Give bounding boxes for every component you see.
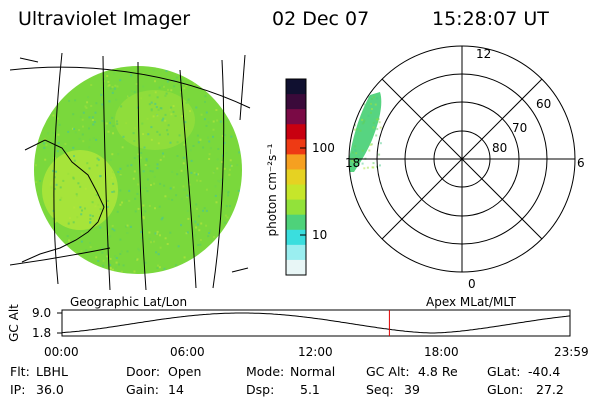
colorbar-unit-label: photon cm⁻²s⁻¹ — [265, 143, 279, 237]
lat-label-80: 80 — [492, 141, 508, 155]
alt-xtick-1200: 12:00 — [298, 345, 333, 359]
colorbar-band — [286, 184, 306, 201]
colorbar — [285, 78, 307, 276]
bright-region — [42, 150, 118, 230]
info-flt-label: Flt: — [10, 364, 30, 379]
colorbar-tick-10: 10 — [312, 228, 328, 242]
instrument-title: Ultraviolet Imager — [18, 8, 191, 30]
info-gcalt-label: GC Alt: — [366, 364, 410, 379]
info-glat-label: GLat: — [487, 364, 521, 379]
date-label: 02 Dec 07 — [272, 8, 370, 30]
parallel-line — [10, 247, 111, 266]
alt-ylabel: GC Alt — [7, 304, 21, 342]
colorbar-band — [286, 199, 306, 216]
colorbar-band — [286, 154, 306, 171]
geographic-image — [10, 52, 251, 290]
info-gain-value: 14 — [168, 382, 184, 397]
info-mode-label: Mode: — [246, 364, 285, 379]
altitude-plot — [57, 309, 571, 337]
info-gcalt-value: 4.8 Re — [418, 364, 458, 379]
mlt-label-6: 6 — [577, 156, 585, 170]
colorbar-band — [286, 139, 306, 155]
info-gain-label: Gain: — [126, 382, 159, 397]
polar-plot — [348, 45, 576, 273]
alt-xtick-1800: 18:00 — [424, 345, 459, 359]
meridian-line — [179, 69, 197, 289]
info-ip-label: IP: — [10, 382, 26, 397]
altitude-curve — [61, 312, 571, 334]
alt-xtick-0000: 00:00 — [44, 345, 79, 359]
mlt-label-18: 18 — [345, 156, 361, 170]
geographic-label: Geographic Lat/Lon — [70, 295, 188, 309]
colorbar-band — [286, 229, 306, 246]
mlt-label-0: 0 — [468, 277, 476, 291]
coastline — [231, 267, 249, 273]
alt-ytick-9: 9.0 — [32, 306, 52, 320]
meridian-line — [239, 54, 246, 121]
info-glon-value: 27.2 — [536, 382, 564, 397]
colorbar-band — [286, 124, 306, 140]
meridian-line — [102, 55, 111, 290]
colorbar-band — [286, 79, 306, 95]
info-ip-value: 36.0 — [36, 382, 64, 397]
parallel-line — [10, 66, 251, 109]
info-door-label: Door: — [126, 364, 161, 379]
colorbar-band — [286, 244, 306, 261]
parallel-line — [19, 57, 39, 63]
lat-label-70: 70 — [512, 121, 528, 135]
lat-label-60: 60 — [536, 97, 552, 111]
info-glon-label: GLon: — [487, 382, 524, 397]
meridian-line — [53, 52, 63, 285]
alt-xtick-0600: 06:00 — [170, 345, 205, 359]
image-noise — [34, 69, 241, 274]
coastline — [21, 139, 105, 263]
info-seq-label: Seq: — [366, 382, 394, 397]
info-dsp-label: Dsp: — [246, 382, 275, 397]
info-door-value: Open — [168, 364, 202, 379]
apex-label: Apex MLat/MLT — [426, 295, 516, 309]
colorbar-band — [286, 259, 306, 276]
info-mode-value: Normal — [290, 364, 336, 379]
time-label: 15:28:07 UT — [432, 8, 549, 30]
info-dsp-value: 5.1 — [300, 382, 320, 397]
alt-ytick-1-8: 1.8 — [32, 326, 52, 340]
colorbar-band — [286, 94, 306, 110]
info-flt-value: LBHL — [36, 364, 68, 379]
meridian-line — [137, 61, 147, 290]
mlt-label-12: 12 — [476, 47, 492, 61]
colorbar-tick-100: 100 — [312, 141, 335, 155]
colorbar-band — [286, 169, 306, 186]
polar-diagonal — [381, 78, 543, 240]
info-seq-value: 39 — [404, 382, 420, 397]
info-glat-value: -40.4 — [528, 364, 561, 379]
meridian-line — [212, 59, 225, 289]
bright-region-2 — [115, 90, 195, 150]
colorbar-band — [286, 109, 306, 125]
alt-xtick-2359: 23:59 — [554, 345, 589, 359]
colorbar-band — [286, 214, 306, 231]
